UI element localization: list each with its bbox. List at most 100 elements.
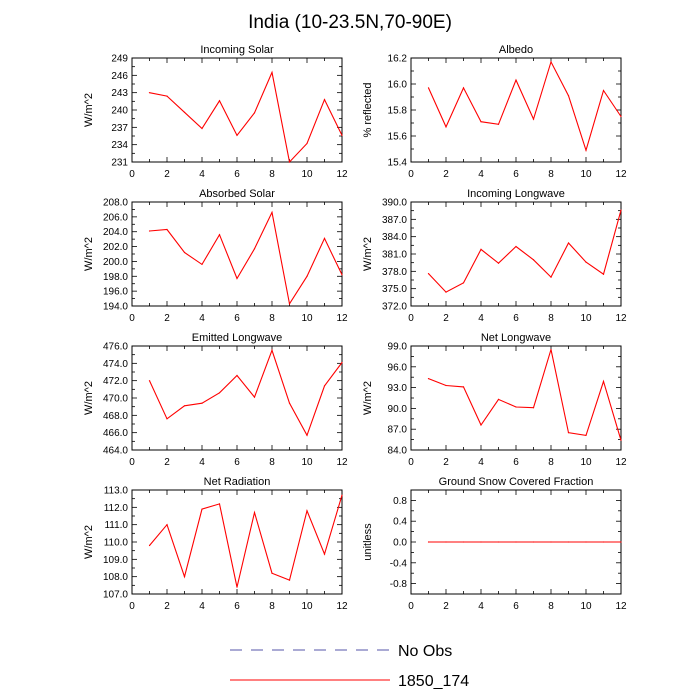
plot-frame bbox=[410, 57, 622, 163]
y-tick-label: 237 bbox=[111, 123, 128, 134]
data-point bbox=[166, 418, 168, 420]
x-tick-label: 12 bbox=[336, 601, 348, 612]
x-tick-label: 10 bbox=[580, 169, 592, 180]
data-point bbox=[183, 405, 186, 407]
y-tick-label: 0.4 bbox=[393, 517, 407, 528]
data-point bbox=[271, 211, 273, 213]
y-tick-label: 84.0 bbox=[388, 446, 408, 457]
data-point bbox=[306, 275, 308, 277]
data-point bbox=[515, 406, 517, 408]
x-tick-label: 10 bbox=[580, 457, 592, 468]
data-point bbox=[462, 282, 465, 284]
y-tick-label: 15.6 bbox=[388, 132, 408, 143]
data-point bbox=[271, 572, 273, 574]
y-tick-label: 99.0 bbox=[388, 342, 408, 353]
x-tick-label: 2 bbox=[443, 313, 449, 324]
x-tick-label: 2 bbox=[164, 313, 170, 324]
data-point bbox=[445, 384, 447, 387]
x-tick-label: 8 bbox=[548, 601, 554, 612]
x-tick-label: 12 bbox=[336, 457, 348, 468]
data-point bbox=[550, 348, 552, 351]
x-tick-label: 12 bbox=[615, 169, 627, 180]
data-point bbox=[480, 541, 482, 543]
x-tick-label: 12 bbox=[615, 601, 627, 612]
panel-albedo: Albedo % reflected 0 2 4 6 8 10 12 15.4 15.6 15.8 16… bbox=[362, 44, 627, 180]
y-tick-label: 464.0 bbox=[103, 446, 128, 457]
data-point bbox=[585, 434, 587, 437]
y-tick-label: 108.0 bbox=[103, 572, 128, 583]
y-tick-label: 204.0 bbox=[103, 227, 128, 238]
y-tick-label: -0.4 bbox=[390, 558, 408, 569]
data-point bbox=[567, 432, 570, 434]
series-line-1850-174 bbox=[427, 60, 622, 153]
data-point bbox=[602, 541, 605, 543]
y-tick-label: 472.0 bbox=[103, 376, 128, 387]
data-point bbox=[183, 251, 186, 254]
data-point bbox=[218, 234, 221, 236]
y-tick-label: 15.4 bbox=[388, 158, 408, 169]
data-point bbox=[236, 277, 238, 280]
y-tick-label: 474.0 bbox=[103, 359, 128, 370]
x-tick-label: 2 bbox=[164, 169, 170, 180]
x-tick-label: 0 bbox=[129, 313, 135, 324]
data-point bbox=[515, 541, 517, 543]
y-tick-label: 110.0 bbox=[104, 538, 129, 549]
data-point bbox=[532, 118, 535, 120]
data-point bbox=[323, 553, 326, 555]
data-point bbox=[306, 142, 308, 145]
data-point bbox=[236, 134, 238, 137]
x-tick-label: 0 bbox=[129, 457, 135, 468]
x-tick-label: 8 bbox=[548, 313, 554, 324]
data-point bbox=[341, 361, 343, 364]
x-tick-label: 4 bbox=[478, 457, 484, 468]
data-point bbox=[253, 112, 256, 114]
plot-frame bbox=[131, 345, 343, 451]
x-tick-label: 6 bbox=[234, 457, 240, 468]
y-tick-label: 246 bbox=[111, 71, 128, 82]
data-point bbox=[550, 276, 552, 278]
x-tick-label: 0 bbox=[129, 601, 135, 612]
data-point bbox=[288, 402, 291, 404]
x-tick-label: 4 bbox=[199, 601, 205, 612]
plot-frame bbox=[410, 201, 622, 307]
series-line-1850-174 bbox=[428, 209, 622, 293]
x-tick-label: 4 bbox=[199, 313, 205, 324]
data-point bbox=[183, 111, 186, 113]
y-tick-label: 378.0 bbox=[382, 267, 407, 278]
x-tick-label: 4 bbox=[478, 313, 484, 324]
series-line-1850-174 bbox=[149, 70, 343, 164]
y-tick-label: 234 bbox=[111, 140, 128, 151]
data-point bbox=[288, 161, 291, 163]
data-point bbox=[341, 274, 343, 276]
data-point bbox=[567, 95, 570, 97]
x-tick-label: 8 bbox=[269, 169, 275, 180]
y-tick-label: 200.0 bbox=[103, 257, 128, 268]
data-point bbox=[497, 398, 500, 400]
panel-title: Absorbed Solar bbox=[199, 188, 275, 200]
data-point bbox=[183, 576, 186, 578]
x-tick-label: 4 bbox=[199, 169, 205, 180]
data-point bbox=[567, 242, 570, 244]
y-tick-label: 87.0 bbox=[388, 425, 408, 436]
data-point bbox=[585, 261, 587, 263]
y-tick-label: 384.0 bbox=[382, 232, 407, 243]
y-tick-label: 16.0 bbox=[388, 80, 408, 91]
y-tick-label: 202.0 bbox=[103, 242, 128, 253]
data-point bbox=[620, 541, 622, 543]
data-point bbox=[602, 89, 605, 92]
data-point bbox=[201, 263, 203, 265]
x-tick-label: 8 bbox=[548, 169, 554, 180]
x-tick-label: 10 bbox=[301, 169, 313, 180]
data-point bbox=[253, 396, 256, 398]
panel-title: Net Radiation bbox=[204, 476, 271, 488]
data-point bbox=[515, 79, 517, 81]
panel-title: Albedo bbox=[499, 44, 533, 56]
legend: No Obs 1850_174 bbox=[230, 643, 469, 690]
data-point bbox=[462, 541, 465, 543]
data-point bbox=[585, 541, 587, 543]
data-point bbox=[271, 349, 273, 351]
x-tick-label: 2 bbox=[443, 601, 449, 612]
y-tick-label: 16.2 bbox=[388, 54, 408, 65]
data-point bbox=[427, 273, 430, 275]
x-tick-label: 6 bbox=[513, 313, 519, 324]
